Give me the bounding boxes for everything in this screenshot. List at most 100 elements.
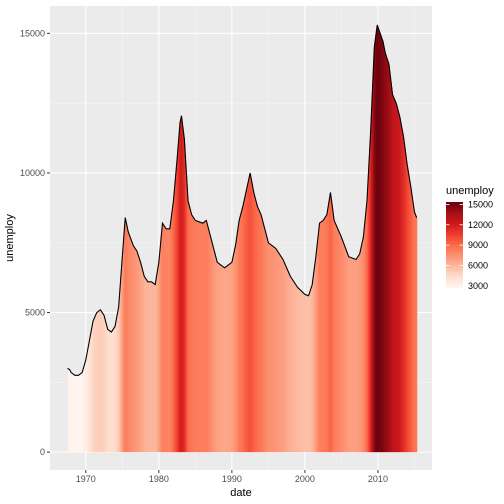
data-bar — [340, 236, 342, 453]
data-bar — [79, 374, 81, 453]
data-bar — [97, 311, 99, 453]
data-bar — [111, 330, 113, 453]
data-bar — [311, 285, 313, 453]
data-bar — [245, 193, 247, 453]
data-bar — [97, 311, 99, 453]
data-bar — [80, 373, 82, 453]
data-bar — [257, 207, 259, 453]
data-bar — [114, 326, 116, 453]
data-bar — [164, 227, 166, 453]
data-bar — [156, 275, 158, 453]
data-bar — [171, 212, 173, 453]
data-bar — [166, 228, 168, 453]
data-bar — [240, 214, 242, 453]
data-bar — [119, 294, 121, 453]
data-bar — [324, 218, 326, 453]
data-bar — [197, 221, 199, 453]
data-bar — [277, 251, 279, 453]
data-bar — [89, 338, 91, 453]
data-bar — [387, 61, 389, 453]
data-bar — [169, 226, 171, 453]
data-bar — [194, 219, 196, 453]
data-bar — [395, 102, 397, 453]
data-bar — [93, 318, 95, 453]
data-bar — [260, 214, 262, 453]
data-bar — [306, 295, 308, 453]
data-bar — [363, 234, 365, 453]
data-bar — [366, 203, 368, 453]
data-bar — [295, 285, 297, 453]
data-bar — [247, 185, 249, 453]
data-bar — [161, 226, 163, 453]
data-bar — [314, 263, 316, 453]
data-bar — [125, 219, 127, 453]
data-bar — [309, 291, 311, 453]
data-bar — [318, 231, 320, 453]
data-bar — [205, 221, 207, 453]
data-bar — [256, 202, 258, 453]
data-bar — [300, 290, 302, 453]
data-bar — [220, 265, 222, 453]
data-bar — [371, 110, 373, 453]
data-bar — [115, 324, 116, 453]
data-bar — [100, 310, 102, 453]
data-bar — [273, 247, 275, 453]
data-bar — [394, 101, 396, 453]
data-bar — [121, 269, 123, 453]
data-bar — [401, 128, 403, 453]
data-bar — [392, 95, 394, 453]
data-bar — [278, 253, 280, 453]
data-bar — [105, 321, 107, 453]
data-bar — [99, 310, 101, 453]
data-bar — [138, 257, 140, 453]
data-bar — [342, 241, 344, 453]
data-bar — [406, 162, 408, 453]
data-bar — [72, 373, 74, 453]
data-bar — [148, 281, 150, 453]
data-bar — [379, 31, 381, 453]
data-bar — [391, 92, 393, 453]
data-bar — [262, 220, 264, 453]
data-bar — [133, 246, 135, 453]
data-bar — [71, 372, 73, 453]
data-bar — [231, 262, 233, 453]
data-bar — [179, 124, 181, 453]
data-bar — [122, 252, 124, 453]
data-bar — [349, 257, 351, 453]
y-tick-label: 15000 — [20, 28, 45, 38]
data-bar — [377, 26, 379, 453]
data-bar — [134, 247, 136, 453]
data-bar — [101, 312, 103, 453]
data-bar — [301, 291, 303, 453]
data-bar — [272, 245, 274, 453]
data-bar — [74, 375, 76, 453]
data-bar — [198, 221, 200, 453]
data-bar — [206, 223, 208, 453]
data-bar — [168, 228, 170, 453]
data-bar — [374, 44, 376, 453]
data-bar — [300, 290, 301, 453]
data-bar — [214, 254, 216, 453]
data-bar — [250, 177, 252, 453]
data-bar — [365, 215, 367, 453]
data-bar — [323, 219, 325, 453]
data-bar — [324, 217, 326, 453]
data-bar — [368, 160, 370, 453]
data-bar — [135, 249, 137, 453]
data-bar — [232, 258, 234, 453]
data-bar — [398, 111, 399, 453]
data-bar — [107, 329, 109, 453]
unemploy-line — [67, 24, 418, 376]
data-bar — [403, 138, 405, 453]
data-bar — [185, 154, 186, 453]
data-bar — [117, 311, 119, 453]
data-bar — [92, 322, 94, 453]
data-bar — [399, 115, 401, 453]
data-bar — [376, 26, 378, 453]
data-bar — [345, 247, 347, 453]
data-bar — [202, 223, 204, 453]
data-bar — [327, 209, 329, 453]
data-bar — [287, 271, 289, 453]
data-bar — [241, 209, 243, 453]
data-bar — [186, 175, 188, 453]
